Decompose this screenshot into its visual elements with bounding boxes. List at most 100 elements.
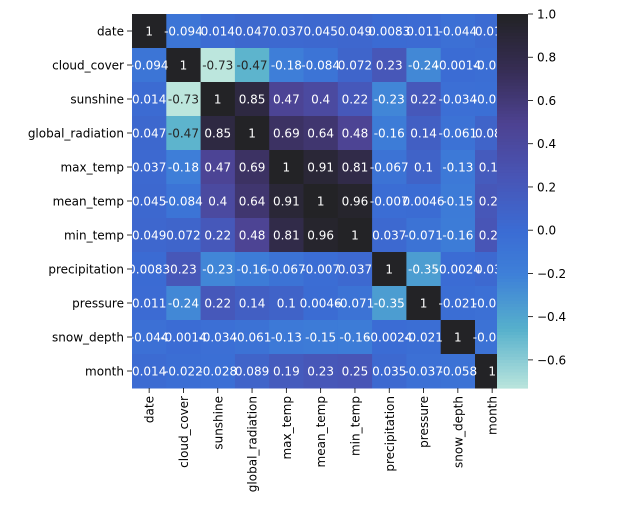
cell-annotation: 0.69 [273,127,300,141]
heatmap-cells [132,14,510,389]
colorbar-band [497,132,528,137]
cell-annotation: 0.22 [204,229,231,243]
cell-annotation: -0.037 [404,365,443,379]
cell-annotation: -0.35 [374,297,405,311]
cell-annotation: 0.035 [372,365,406,379]
heatmap-cell [440,82,476,117]
heatmap-cell [337,116,373,151]
heatmap-cell [406,354,442,389]
heatmap-cell [406,252,442,287]
cell-annotation: 0.96 [307,229,334,243]
cell-annotation: 0.037 [269,25,303,39]
colorbar-band [497,250,528,255]
heatmap-cell [406,82,442,117]
colorbar-band [497,51,528,56]
heatmap-cell [372,320,407,355]
heatmap-cell [440,320,476,355]
cell-annotation: 0.045 [132,195,166,209]
cell-annotation: 0.037 [338,263,372,277]
cell-annotation: 0.81 [342,161,369,175]
cell-annotation: 0.22 [342,93,369,107]
heatmap-cell [406,150,442,185]
cell-annotation: 1 [248,127,256,141]
cell-annotation: 0.0046 [300,297,342,311]
cell-annotation: 0.049 [338,25,372,39]
colorbar-band [497,160,528,165]
cell-annotation: -0.084 [164,195,203,209]
colorbar-band [497,29,528,34]
heatmap-cell [269,286,304,321]
heatmap-cell [269,116,304,151]
colorbar-band [497,257,528,261]
colorbar-band [497,63,528,68]
heatmap-cell [372,218,407,253]
cell-annotation: -0.13 [442,161,473,175]
cell-annotation: 0.045 [303,25,337,39]
colorbar-band [497,260,528,264]
heatmap-cell [269,82,304,117]
colorbar-band [497,60,528,65]
cell-annotation: -0.18 [168,161,199,175]
y-tick-label: precipitation [48,263,124,277]
colorbar-band [497,338,528,342]
colorbar-band [497,263,528,268]
heatmap-cell [166,320,202,355]
cell-annotation: -0.067 [370,161,409,175]
colorbar-band [497,85,528,90]
heatmap-cell [132,48,167,83]
colorbar-band [497,91,528,96]
heatmap-cell [234,286,270,321]
cell-annotation: -0.058 [439,365,478,379]
cell-annotation: 0.85 [239,93,266,107]
colorbar-band [497,241,528,246]
colorbar-band [497,57,528,62]
heatmap-cell [372,184,407,219]
colorbar-band [497,253,528,258]
heatmap-cell [200,286,236,321]
colorbar-band [497,303,528,308]
cell-annotation: -0.47 [168,127,199,141]
colorbar-band [497,176,528,180]
cell-annotation: 0.0046 [403,195,445,209]
heatmap-cell [269,14,304,49]
cell-annotation: -0.094 [130,59,169,73]
cell-annotation: 0.47 [273,93,300,107]
cell-annotation: 0.1 [414,161,433,175]
colorbar-band [497,282,528,286]
cell-annotation: -0.35 [408,263,439,277]
cell-annotation: -0.24 [408,59,439,73]
colorbar-band [497,129,528,134]
colorbar-band [497,70,528,74]
cell-annotation: 0.049 [132,229,166,243]
colorbar-band [497,45,528,49]
heatmap-cell [303,354,339,389]
y-tick-label: pressure [72,297,124,311]
colorbar-band [497,88,528,93]
colorbar-band [497,363,528,367]
heatmap-cell [269,150,304,185]
colorbar-band [497,119,528,124]
heatmap-cell [440,286,476,321]
cell-annotation: -0.061 [233,331,272,345]
colorbar-band [497,66,528,71]
colorbar-band [497,172,528,177]
colorbar-band [497,166,528,171]
colorbar-band [497,316,528,321]
heatmap-cell [372,150,407,185]
cell-annotation: -0.23 [374,93,405,107]
colorbar-band [497,135,528,140]
cell-annotation: -0.15 [305,331,336,345]
colorbar-band [497,26,528,31]
colorbar-band [497,154,528,158]
heatmap-cell [440,218,476,253]
colorbar-band [497,353,528,358]
colorbar-band [497,322,528,327]
colorbar-band [497,79,528,84]
heatmap-cell [440,48,476,83]
colorbar-band [497,269,528,274]
colorbar-band [497,244,528,249]
cell-annotation: 1 [180,59,188,73]
colorbar-band [497,331,528,336]
cell-annotation: 0.4 [311,93,330,107]
cell-annotation: -0.071 [336,297,375,311]
